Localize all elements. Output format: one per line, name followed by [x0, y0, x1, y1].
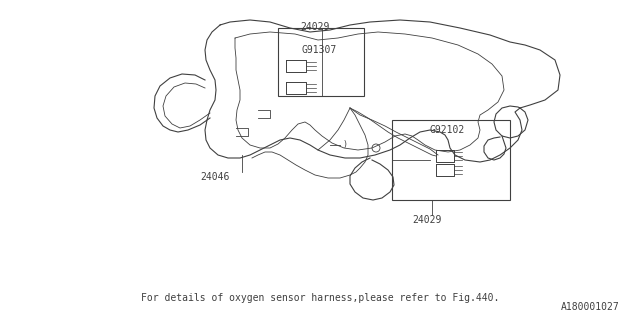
Text: 24029: 24029: [412, 215, 442, 225]
Bar: [392, 120, 510, 200]
Text: A180001027: A180001027: [561, 302, 620, 312]
Bar: [278, 28, 364, 96]
Text: ): ): [342, 140, 348, 149]
Text: 24046: 24046: [200, 172, 229, 182]
Text: For details of oxygen sensor harness,please refer to Fig.440.: For details of oxygen sensor harness,ple…: [141, 293, 499, 303]
Text: G91307: G91307: [302, 45, 337, 55]
Text: 24029: 24029: [300, 22, 330, 32]
Text: G92102: G92102: [430, 125, 465, 135]
